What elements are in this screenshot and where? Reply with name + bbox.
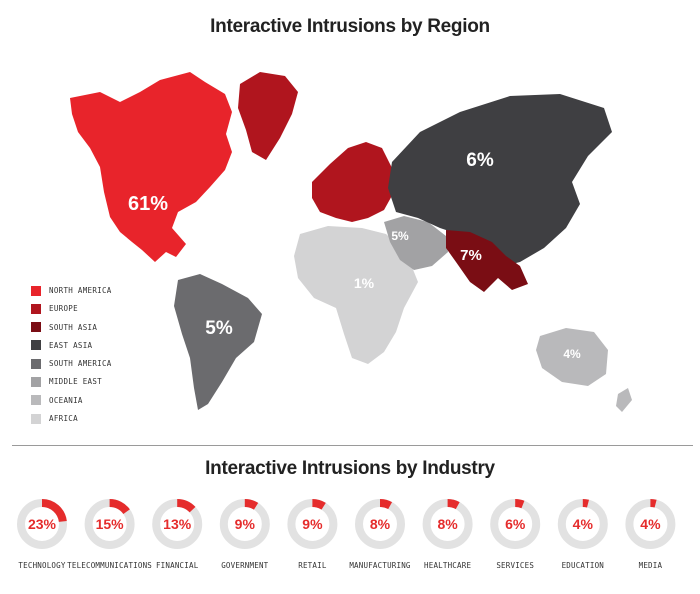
map-label-middle-east: 5%	[391, 229, 409, 243]
map-label-south-asia: 7%	[460, 247, 482, 264]
map-label-north-america: 61%	[128, 193, 168, 215]
region-oceania	[536, 328, 608, 386]
legend-swatch	[31, 285, 41, 296]
donut-retail: 9% RETAIL	[287, 499, 338, 570]
legend-swatch	[31, 322, 41, 333]
legend-swatch	[31, 376, 41, 387]
region-new-zealand	[616, 388, 632, 412]
donut-technology: 23% TECHNOLOGY	[17, 499, 67, 570]
donut-value: 9%	[302, 516, 323, 532]
region-middle-east	[384, 216, 448, 270]
section-divider	[12, 445, 693, 446]
map-label-south-america: 5%	[205, 318, 233, 339]
donut-track	[152, 499, 203, 549]
legend-swatch	[31, 340, 41, 351]
legend-item-africa: AFRICA	[31, 412, 112, 425]
legend-label: MIDDLE EAST	[49, 377, 102, 387]
donut-label: TECHNOLOGY	[18, 561, 65, 570]
map-legend: NORTH AMERICA EUROPE SOUTH ASIA EAST ASI…	[31, 284, 112, 430]
legend-swatch	[31, 358, 41, 369]
legend-item-middle-east: MIDDLE EAST	[31, 375, 112, 388]
industry-donuts: 23% TECHNOLOGY 15% TELECOMMUNICATIONS 13% FIN…	[17, 499, 676, 570]
donut-label: SERVICES	[496, 561, 534, 570]
donut-arc	[219, 499, 270, 549]
legend-label: SOUTH AMERICA	[49, 359, 112, 369]
region-south-america	[174, 274, 262, 410]
donut-arc	[355, 499, 405, 549]
donut-value: 9%	[235, 516, 256, 532]
donut-arc	[625, 499, 676, 549]
world-map: 61% 6% 5% 7% 5% 1% 4%	[70, 72, 632, 412]
legend-item-south-asia: SOUTH ASIA	[31, 321, 112, 334]
region-north-america	[70, 72, 232, 262]
donut-telecommunications: 15% TELECOMMUNICATIONS	[67, 499, 152, 570]
legend-swatch	[31, 413, 41, 424]
legend-label: EUROPE	[49, 304, 78, 314]
legend-label: SOUTH ASIA	[49, 322, 98, 332]
region-africa	[294, 226, 418, 364]
donut-media: 4% MEDIA	[625, 499, 676, 570]
donut-value: 4%	[640, 516, 661, 532]
donut-government: 9% GOVERNMENT	[219, 499, 270, 570]
donut-manufacturing: 8% MANUFACTURING	[349, 499, 411, 570]
donut-arc	[287, 499, 338, 549]
donut-value: 8%	[437, 516, 458, 532]
map-label-oceania: 4%	[563, 347, 581, 361]
region-europe	[312, 142, 394, 222]
donut-arc	[557, 499, 608, 549]
region-south-asia	[446, 230, 528, 292]
donut-label: GOVERNMENT	[221, 561, 268, 570]
map-label-africa: 1%	[354, 275, 375, 291]
legend-item-oceania: OCEANIA	[31, 394, 112, 407]
donut-arc	[422, 499, 473, 549]
donut-arc	[17, 499, 67, 549]
legend-label: AFRICA	[49, 414, 78, 424]
legend-item-north-america: NORTH AMERICA	[31, 284, 112, 297]
legend-item-east-asia: EAST ASIA	[31, 339, 112, 352]
donut-label: RETAIL	[298, 561, 327, 570]
legend-item-europe: EUROPE	[31, 302, 112, 315]
donut-value: 6%	[505, 516, 526, 532]
map-label-east-asia: 6%	[466, 150, 494, 171]
donut-arc	[84, 499, 135, 549]
legend-label: OCEANIA	[49, 395, 83, 405]
legend-label: NORTH AMERICA	[49, 286, 112, 295]
donut-value: 8%	[370, 516, 391, 532]
donut-label: HEALTHCARE	[424, 561, 471, 570]
legend-swatch	[31, 395, 41, 406]
donut-arc	[490, 499, 541, 549]
donut-label: MANUFACTURING	[349, 561, 411, 570]
donut-value: 15%	[96, 516, 125, 532]
donut-label: FINANCIAL	[156, 561, 199, 570]
donut-value: 13%	[163, 516, 192, 532]
donut-education: 4% EDUCATION	[557, 499, 608, 570]
donut-label: EDUCATION	[562, 561, 604, 570]
legend-label: EAST ASIA	[49, 340, 93, 350]
industry-title: Interactive Intrusions by Industry	[205, 458, 495, 479]
donut-financial: 13% FINANCIAL	[152, 499, 203, 570]
region-east-asia	[388, 94, 612, 266]
legend-swatch	[31, 303, 41, 314]
donut-label: MEDIA	[639, 561, 663, 570]
map-title: Interactive Intrusions by Region	[210, 16, 490, 37]
donut-healthcare: 8% HEALTHCARE	[422, 499, 473, 570]
legend-item-south-america: SOUTH AMERICA	[31, 357, 112, 370]
region-greenland	[238, 72, 298, 160]
donut-value: 23%	[28, 516, 57, 532]
donut-services: 6% SERVICES	[490, 499, 541, 570]
donut-label: TELECOMMUNICATIONS	[67, 561, 152, 570]
donut-value: 4%	[573, 516, 594, 532]
